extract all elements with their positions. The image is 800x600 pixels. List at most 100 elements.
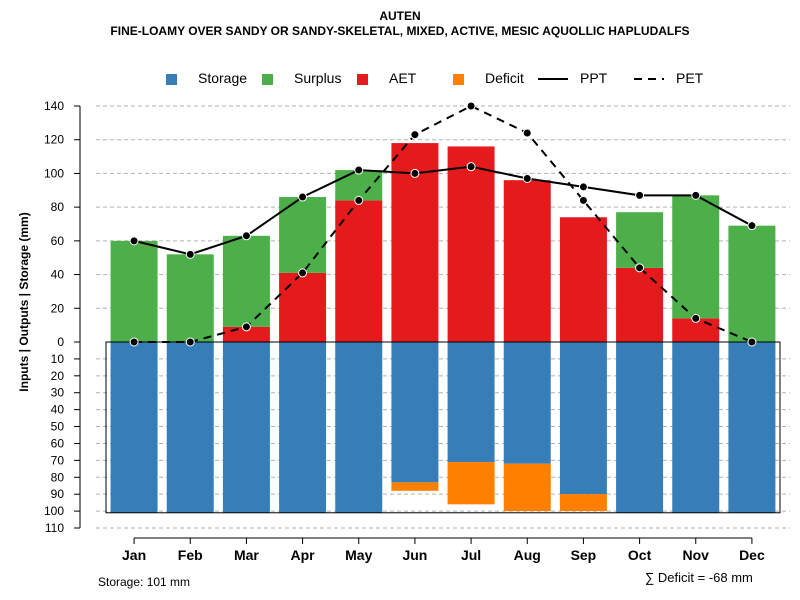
- x-tick-oct: Oct: [628, 547, 652, 563]
- point-pet-jan: [129, 337, 139, 347]
- bar-surplus-oct: [616, 212, 664, 268]
- y-tick-upper-80: 80: [51, 200, 65, 214]
- bar-aet-apr: [279, 272, 327, 342]
- bar-aet-may: [335, 200, 383, 342]
- y-tick-upper-100: 100: [44, 166, 64, 180]
- line-pet: [134, 104, 753, 343]
- point-pet-jul: [466, 101, 476, 111]
- point-ppt-jul: [466, 162, 476, 172]
- point-pet-sep: [578, 195, 588, 205]
- deficit-note: ∑ Deficit = -68 mm: [645, 570, 753, 585]
- bar-aet-jul: [447, 146, 495, 342]
- y-tick-upper-60: 60: [51, 234, 65, 248]
- bar-aet-aug: [503, 180, 551, 342]
- x-tick-nov: Nov: [683, 547, 710, 563]
- point-ppt-jan: [129, 236, 139, 246]
- legend-label-deficit: Deficit: [485, 70, 524, 86]
- storage-note: Storage: 101 mm: [98, 575, 191, 589]
- point-ppt-oct: [635, 190, 645, 200]
- x-tick-apr: Apr: [291, 547, 316, 563]
- point-ppt-feb: [185, 249, 195, 259]
- point-ppt-jun: [410, 168, 420, 178]
- bar-storage-mar: [222, 342, 270, 513]
- bar-storage-jul: [447, 342, 495, 463]
- bar-storage-oct: [616, 342, 664, 513]
- y-axis-label: Inputs | Outputs | Storage (mm): [17, 212, 31, 391]
- legend-swatch-aet: [357, 74, 368, 85]
- x-tick-mar: Mar: [234, 547, 259, 563]
- y-tick-lower-40: 40: [51, 403, 65, 417]
- legend-label-storage: Storage: [198, 70, 248, 86]
- point-pet-feb: [185, 337, 195, 347]
- bar-storage-aug: [503, 342, 551, 464]
- bar-deficit-jun: [391, 482, 439, 491]
- bar-storage-feb: [166, 342, 214, 513]
- bar-storage-sep: [559, 342, 607, 495]
- point-pet-dec: [747, 337, 757, 347]
- x-tick-may: May: [345, 547, 372, 563]
- legend-label-pet: PET: [676, 70, 704, 86]
- x-tick-aug: Aug: [514, 547, 541, 563]
- bar-aet-oct: [616, 267, 664, 342]
- bar-aet-sep: [559, 217, 607, 342]
- bar-storage-may: [335, 342, 383, 513]
- bar-deficit-jul: [447, 462, 495, 505]
- x-tick-jan: Jan: [122, 547, 146, 563]
- y-tick-lower-110: 110: [45, 521, 64, 535]
- legend-swatch-surplus: [262, 74, 273, 85]
- y-tick-lower-10: 10: [51, 352, 65, 366]
- legend-lines: [538, 78, 664, 80]
- legend-label-aet: AET: [389, 70, 417, 86]
- y-tick-lower-90: 90: [51, 487, 65, 501]
- point-pet-aug: [522, 128, 532, 138]
- y-tick-upper-140: 140: [44, 99, 64, 113]
- bar-surplus-apr: [279, 197, 327, 273]
- y-tick-lower-100: 100: [44, 504, 64, 518]
- legend-swatch-storage: [166, 74, 177, 85]
- point-pet-mar: [241, 322, 251, 332]
- bar-deficit-aug: [503, 463, 551, 512]
- y-tick-lower-50: 50: [51, 420, 65, 434]
- legend-swatch-deficit: [453, 74, 464, 85]
- bar-surplus-feb: [166, 254, 214, 342]
- bar-storage-apr: [279, 342, 327, 513]
- y-tick-upper-40: 40: [51, 268, 65, 282]
- legend-label-ppt: PPT: [580, 70, 608, 86]
- y-tick-upper-0: 0: [57, 335, 64, 349]
- point-pet-jun: [410, 130, 420, 140]
- chart-title: AUTEN: [379, 9, 421, 23]
- point-pet-apr: [298, 268, 308, 278]
- point-pet-oct: [635, 263, 645, 273]
- bar-surplus-mar: [222, 235, 270, 327]
- bar-storage-nov: [672, 342, 720, 513]
- x-tick-jun: Jun: [402, 547, 427, 563]
- line-ppt: [133, 165, 753, 256]
- point-ppt-nov: [691, 190, 701, 200]
- x-tick-sep: Sep: [571, 547, 597, 563]
- bar-surplus-dec: [728, 225, 776, 342]
- bar-storage-jun: [391, 342, 439, 483]
- lines-layer: [129, 101, 757, 347]
- bar-surplus-may: [335, 170, 383, 201]
- y-tick-lower-20: 20: [51, 369, 65, 383]
- point-ppt-mar: [241, 231, 251, 241]
- x-tick-feb: Feb: [178, 547, 203, 563]
- legend-label-surplus: Surplus: [294, 70, 342, 86]
- bar-deficit-sep: [559, 494, 607, 512]
- y-tick-lower-30: 30: [51, 386, 65, 400]
- point-ppt-dec: [747, 221, 757, 231]
- y-tick-upper-20: 20: [51, 301, 65, 315]
- point-pet-nov: [691, 313, 701, 323]
- point-ppt-aug: [522, 173, 532, 183]
- y-tick-lower-80: 80: [51, 470, 65, 484]
- bar-surplus-jan: [110, 240, 158, 342]
- x-tick-dec: Dec: [739, 547, 765, 563]
- y-tick-lower-60: 60: [51, 436, 65, 450]
- point-ppt-apr: [298, 192, 308, 202]
- bar-surplus-nov: [672, 195, 720, 319]
- point-ppt-may: [354, 165, 364, 175]
- x-tick-jul: Jul: [461, 547, 481, 563]
- bar-storage-jan: [110, 342, 158, 513]
- bars-layer: [105, 143, 781, 514]
